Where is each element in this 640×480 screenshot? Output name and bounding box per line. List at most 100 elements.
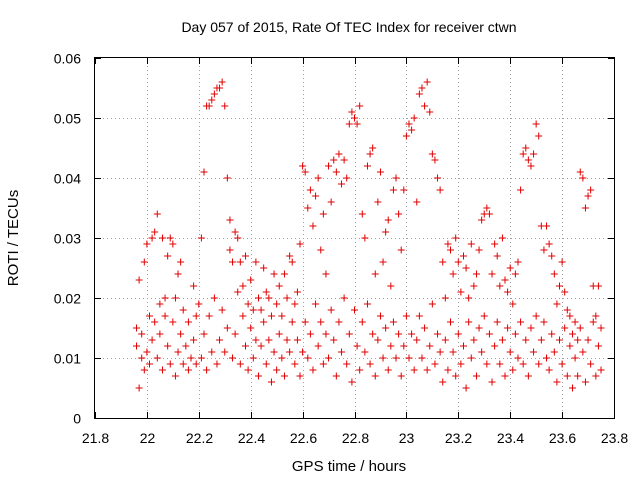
data-point: [280, 270, 288, 278]
data-point: [574, 372, 582, 380]
data-point: [454, 330, 462, 338]
data-point: [299, 348, 307, 356]
data-point: [581, 204, 589, 212]
data-point: [418, 84, 426, 92]
data-point: [545, 240, 553, 248]
data-point: [447, 246, 455, 254]
data-point: [511, 270, 519, 278]
data-point: [449, 270, 457, 278]
data-point: [249, 354, 257, 362]
data-point: [330, 336, 338, 344]
data-point: [267, 312, 275, 320]
data-point: [436, 186, 444, 194]
data-point: [376, 312, 384, 320]
data-point: [151, 318, 159, 326]
data-point: [361, 348, 369, 356]
data-point: [265, 336, 273, 344]
data-point: [273, 366, 281, 374]
data-point: [568, 330, 576, 338]
data-point: [187, 354, 195, 362]
data-point: [376, 168, 384, 176]
data-point: [304, 204, 312, 212]
data-point: [169, 318, 177, 326]
data-point: [200, 330, 208, 338]
data-point: [587, 186, 595, 194]
data-point: [148, 336, 156, 344]
data-point: [480, 312, 488, 320]
data-point: [309, 366, 317, 374]
data-point: [348, 378, 356, 386]
data-point: [343, 360, 351, 368]
data-point: [182, 342, 190, 350]
data-point: [405, 120, 413, 128]
data-point: [447, 318, 455, 326]
data-point: [143, 348, 151, 356]
data-point: [449, 348, 457, 356]
data-point: [556, 282, 564, 290]
data-point: [467, 354, 475, 362]
data-point: [351, 306, 358, 314]
data-point: [470, 336, 478, 344]
data-point: [190, 336, 198, 344]
data-point: [530, 150, 538, 158]
y-tick-label: 0.06: [54, 51, 81, 67]
data-point: [216, 84, 224, 92]
data-point: [265, 294, 273, 302]
data-point: [348, 108, 356, 116]
data-point: [478, 216, 486, 224]
data-point: [574, 336, 582, 344]
data-point: [275, 330, 283, 338]
data-point: [483, 204, 491, 212]
data-point: [485, 210, 493, 218]
data-point: [288, 318, 296, 326]
data-point: [465, 318, 473, 326]
data-point: [387, 342, 395, 350]
data-point: [369, 144, 377, 152]
data-point: [226, 246, 234, 254]
data-point: [379, 354, 387, 362]
data-point: [384, 216, 392, 224]
data-point: [421, 324, 429, 332]
data-point: [428, 150, 436, 158]
data-point: [439, 378, 447, 386]
data-point: [231, 330, 239, 338]
data-point: [229, 258, 237, 266]
data-point: [418, 354, 426, 362]
data-point: [145, 360, 153, 368]
data-point: [262, 360, 270, 368]
data-point: [369, 330, 377, 338]
data-point: [363, 300, 371, 308]
data-point: [234, 288, 242, 296]
data-point: [563, 372, 571, 380]
data-point: [254, 372, 262, 380]
data-point: [397, 372, 405, 380]
data-point: [506, 264, 514, 272]
data-point: [454, 258, 462, 266]
data-point: [415, 312, 423, 320]
data-point: [522, 144, 530, 152]
data-point: [291, 360, 299, 368]
y-tick-label: 0.05: [54, 111, 81, 127]
data-point: [317, 318, 325, 326]
data-point: [283, 336, 291, 344]
data-point: [351, 114, 358, 122]
x-tick-label: 22: [140, 430, 156, 446]
data-point: [540, 246, 548, 254]
data-point: [478, 348, 486, 356]
data-point: [184, 318, 192, 326]
data-point: [594, 342, 602, 350]
x-tick-label: 22.8: [342, 430, 369, 446]
data-point: [379, 258, 387, 266]
data-point: [140, 258, 148, 266]
data-point: [457, 360, 465, 368]
data-point: [195, 300, 203, 308]
data-point: [158, 366, 166, 374]
data-point: [413, 336, 421, 344]
data-point: [270, 270, 278, 278]
data-point: [325, 354, 333, 362]
data-point: [166, 360, 174, 368]
data-point: [293, 288, 301, 296]
data-point: [278, 312, 286, 320]
data-point: [556, 336, 564, 344]
data-point: [340, 294, 348, 302]
